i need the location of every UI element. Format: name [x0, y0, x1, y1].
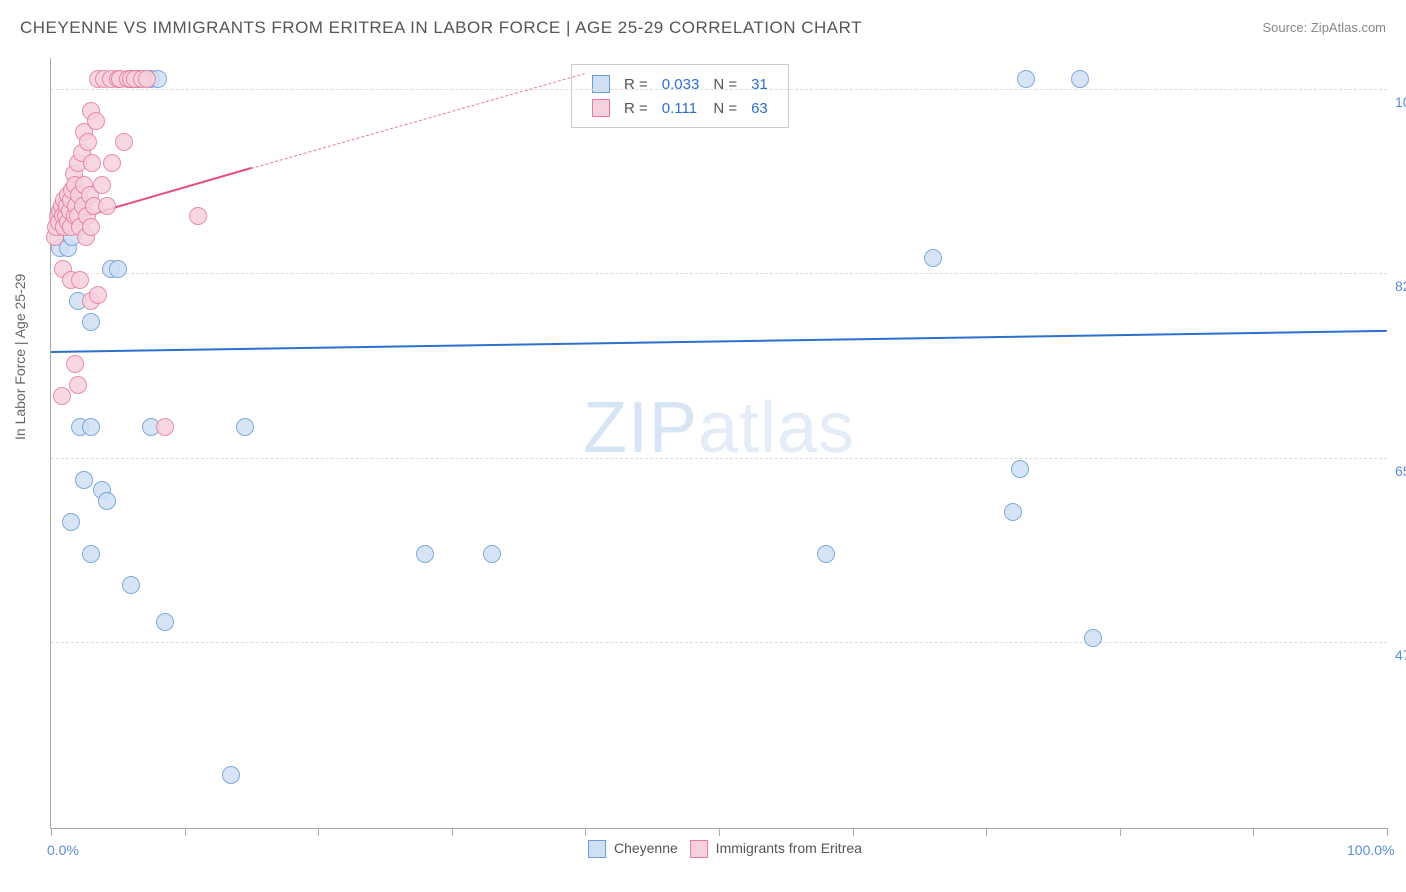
data-point [53, 387, 71, 405]
data-point [115, 133, 133, 151]
x-tick [1253, 828, 1254, 836]
data-point [189, 207, 207, 225]
y-tick-label: 47.5% [1395, 647, 1406, 663]
x-tick [318, 828, 319, 836]
x-tick [452, 828, 453, 836]
legend-label: Cheyenne [610, 840, 678, 856]
data-point [156, 613, 174, 631]
data-point [817, 545, 835, 563]
x-tick [986, 828, 987, 836]
y-axis-label: In Labor Force | Age 25-29 [12, 274, 28, 440]
gridline [51, 458, 1387, 459]
data-point [1084, 629, 1102, 647]
legend-row: R =0.111N =63 [586, 97, 774, 119]
data-point [87, 112, 105, 130]
gridline [51, 273, 1387, 274]
data-point [79, 133, 97, 151]
watermark: ZIPatlas [583, 387, 855, 469]
correlation-legend: R =0.033N =31R =0.111N =63 [571, 64, 789, 128]
gridline [51, 89, 1387, 90]
watermark-thin: atlas [698, 388, 855, 468]
data-point [1011, 460, 1029, 478]
x-tick-label: 100.0% [1347, 842, 1394, 858]
x-tick [719, 828, 720, 836]
chart-title: CHEYENNE VS IMMIGRANTS FROM ERITREA IN L… [20, 18, 862, 38]
data-point [138, 70, 156, 88]
data-point [156, 418, 174, 436]
data-point [82, 218, 100, 236]
y-tick-label: 82.5% [1395, 278, 1406, 294]
data-point [924, 249, 942, 267]
series-legend: Cheyenne Immigrants from Eritrea [576, 840, 862, 858]
data-point [66, 355, 84, 373]
plot-area: ZIPatlas R =0.033N =31R =0.111N =63 Chey… [50, 58, 1387, 829]
trend-line [251, 73, 585, 169]
data-point [103, 154, 121, 172]
data-point [89, 286, 107, 304]
x-tick [51, 828, 52, 836]
legend-row: R =0.033N =31 [586, 73, 774, 95]
data-point [109, 260, 127, 278]
x-tick [585, 828, 586, 836]
data-point [1004, 503, 1022, 521]
data-point [71, 271, 89, 289]
data-point [83, 154, 101, 172]
data-point [98, 197, 116, 215]
data-point [98, 492, 116, 510]
data-point [82, 313, 100, 331]
data-point [1071, 70, 1089, 88]
legend-swatch [690, 840, 708, 858]
y-tick-label: 65.0% [1395, 463, 1406, 479]
data-point [75, 471, 93, 489]
x-tick [853, 828, 854, 836]
data-point [236, 418, 254, 436]
watermark-bold: ZIP [583, 388, 698, 468]
source-attribution: Source: ZipAtlas.com [1262, 20, 1386, 35]
trend-line [51, 330, 1387, 353]
data-point [122, 576, 140, 594]
y-tick-label: 100.0% [1395, 94, 1406, 110]
data-point [416, 545, 434, 563]
x-tick [185, 828, 186, 836]
x-tick [1120, 828, 1121, 836]
gridline [51, 642, 1387, 643]
data-point [62, 513, 80, 531]
x-tick [1387, 828, 1388, 836]
data-point [69, 376, 87, 394]
data-point [82, 418, 100, 436]
legend-swatch [588, 840, 606, 858]
legend-label: Immigrants from Eritrea [712, 840, 862, 856]
data-point [93, 176, 111, 194]
data-point [222, 766, 240, 784]
data-point [483, 545, 501, 563]
data-point [1017, 70, 1035, 88]
x-tick-label: 0.0% [47, 842, 79, 858]
data-point [82, 545, 100, 563]
